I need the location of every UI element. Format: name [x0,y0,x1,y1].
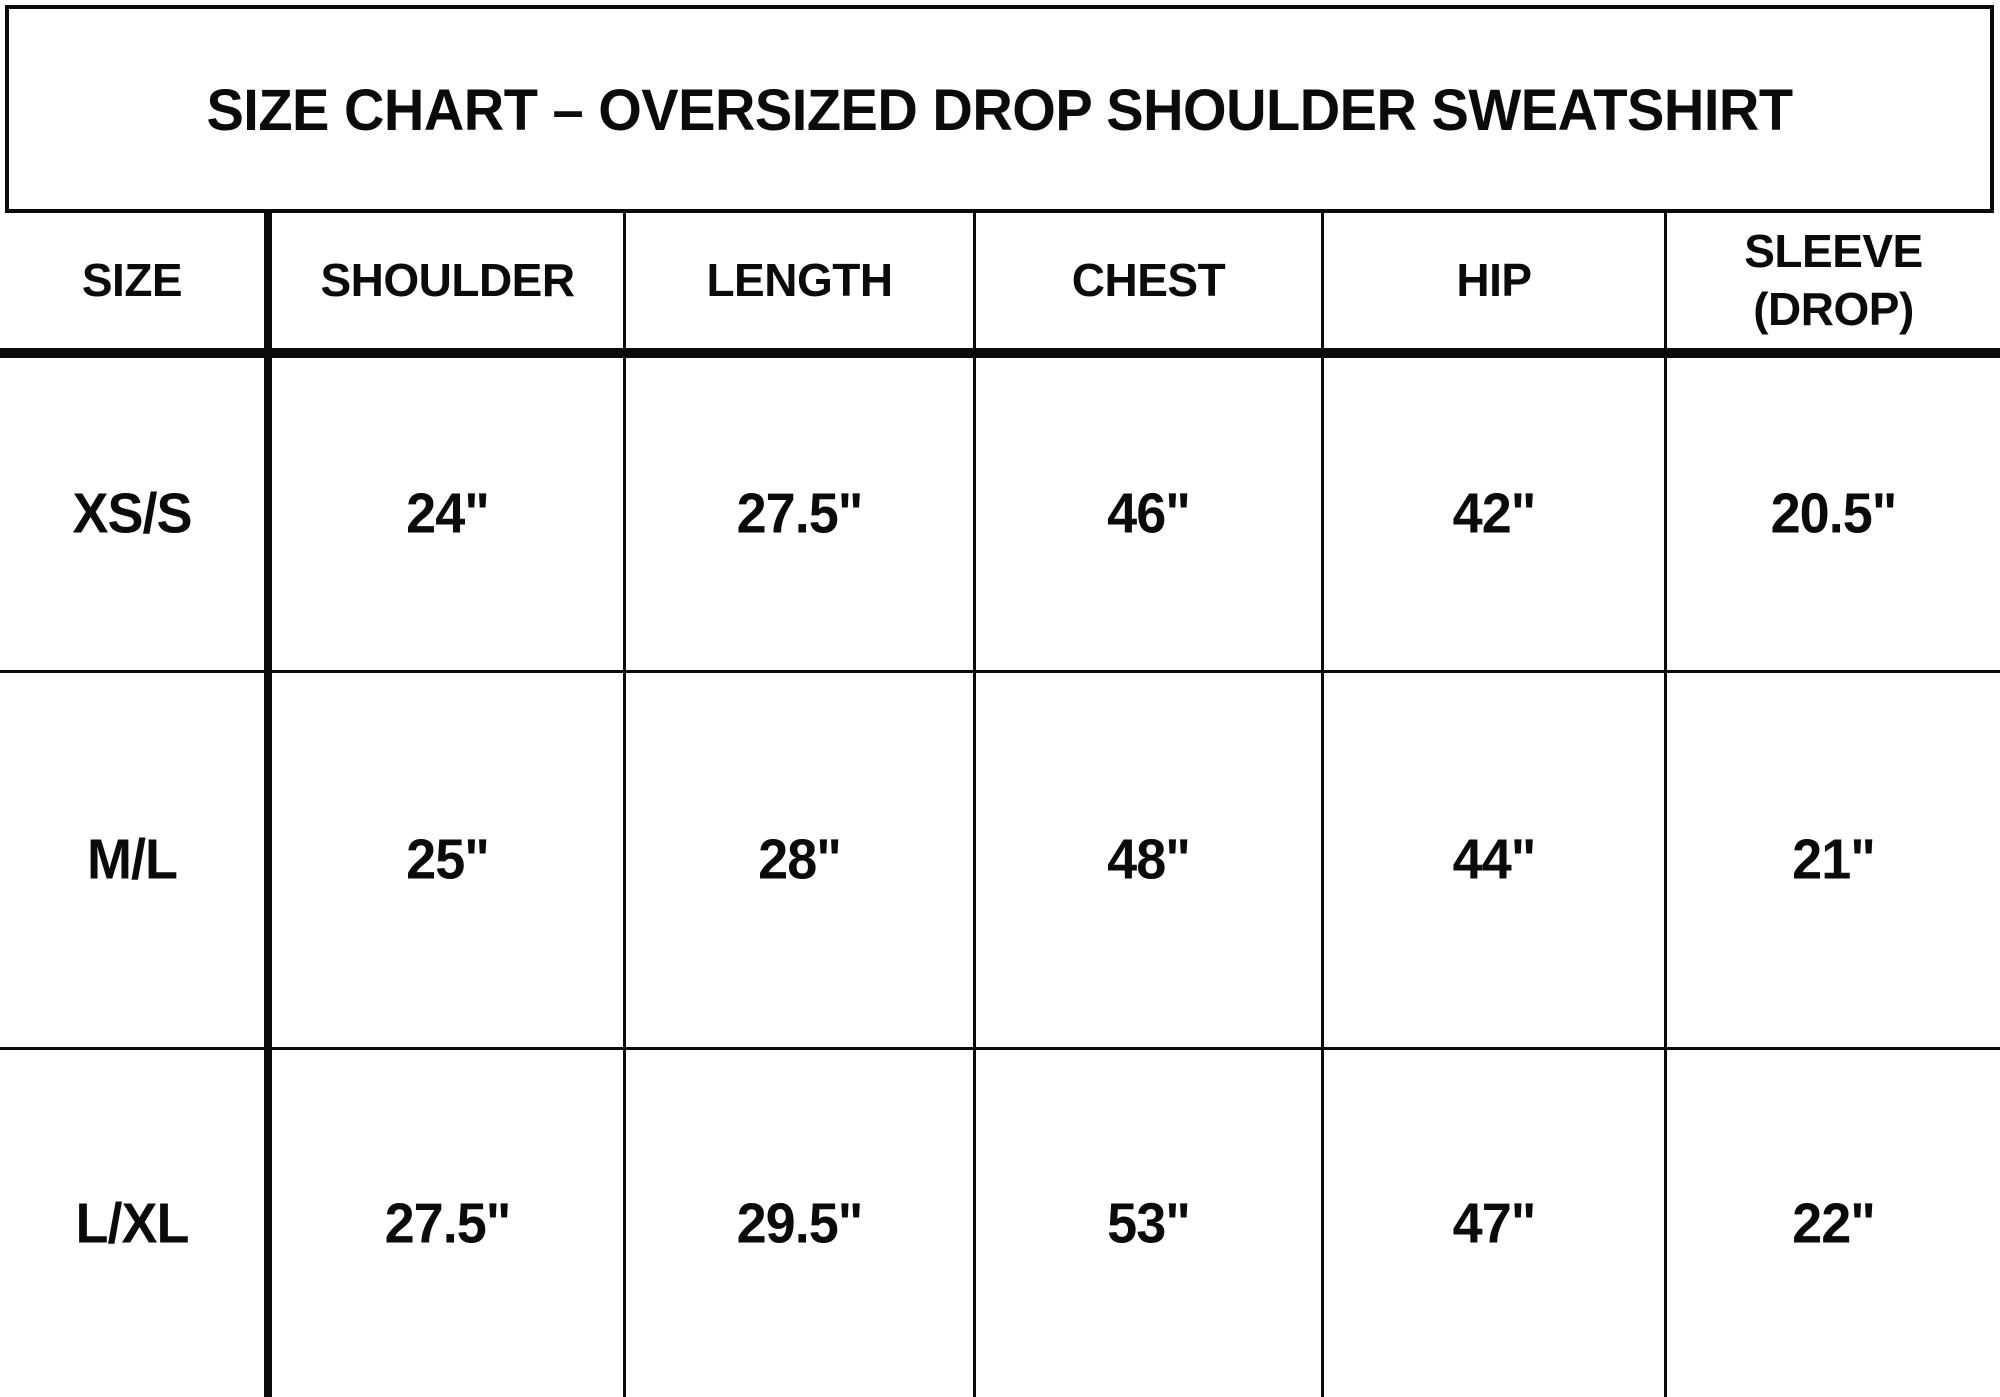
length-value: 28" [758,828,842,892]
chest-value: 48" [1107,828,1191,892]
sleeve-value: 22" [1792,1192,1876,1255]
column-header-chest: CHEST [976,213,1324,358]
table-row-xss-chest-cell: 46" [976,358,1324,673]
table-row-ml-hip-cell: 44" [1324,673,1667,1050]
page-title: SIZE CHART – OVERSIZED DROP SHOULDER SWE… [206,76,1793,142]
chest-value: 53" [1107,1192,1191,1255]
column-header-shoulder: SHOULDER [272,213,626,358]
hip-value: 44" [1452,828,1537,892]
table-row-xss-length-cell: 27.5" [626,358,976,673]
shoulder-value: 27.5" [384,1192,512,1255]
table-row-lxl-chest-cell: 53" [976,1050,1324,1397]
size-label: L/XL [75,1192,190,1255]
size-label: XS/S [72,482,192,546]
column-header-hip: HIP [1324,213,1667,358]
table-row-ml-chest-cell: 48" [976,673,1324,1050]
size-label: M/L [87,828,178,892]
table-row-xss-hip-cell: 42" [1324,358,1667,673]
shoulder-value: 25" [406,828,490,892]
sleeve-value: 21" [1792,828,1876,892]
table-row-ml-shoulder-cell: 25" [272,673,626,1050]
sleeve-value: 20.5" [1770,482,1898,546]
table-row-xss-size-cell: XS/S [0,358,272,673]
table-row-xss-shoulder-cell: 24" [272,358,626,673]
column-header-size-label: SIZE [81,253,183,306]
column-header-chest-label: CHEST [1071,253,1226,306]
table-row-lxl-sleeve-cell: 22" [1667,1050,2000,1397]
table-row-lxl-length-cell: 29.5" [626,1050,976,1397]
table-row-lxl-hip-cell: 47" [1324,1050,1667,1397]
table-row-lxl-size-cell: L/XL [0,1050,272,1397]
column-header-sleeve-drop-label: SLEEVE (DROP) [1744,225,1923,335]
column-header-hip-label: HIP [1456,253,1532,306]
length-value: 29.5" [736,1192,864,1255]
table-row-lxl-shoulder-cell: 27.5" [272,1050,626,1397]
column-header-sleeve-drop: SLEEVE (DROP) [1667,213,2000,358]
shoulder-value: 24" [406,482,490,546]
table-row-ml-sleeve-cell: 21" [1667,673,2000,1050]
length-value: 27.5" [736,482,864,546]
size-table: SIZE SHOULDER LENGTH CHEST HIP SLEEVE (D… [0,213,2000,1397]
hip-value: 42" [1452,482,1537,546]
table-row-xss-sleeve-cell: 20.5" [1667,358,2000,673]
column-header-shoulder-label: SHOULDER [320,253,575,306]
chest-value: 46" [1107,482,1191,546]
table-row-ml-size-cell: M/L [0,673,272,1050]
column-header-length-label: LENGTH [706,253,893,306]
column-header-length: LENGTH [626,213,976,358]
table-row-ml-length-cell: 28" [626,673,976,1050]
hip-value: 47" [1452,1192,1537,1255]
column-header-size: SIZE [0,213,272,358]
title-box: SIZE CHART – OVERSIZED DROP SHOULDER SWE… [5,5,1994,213]
